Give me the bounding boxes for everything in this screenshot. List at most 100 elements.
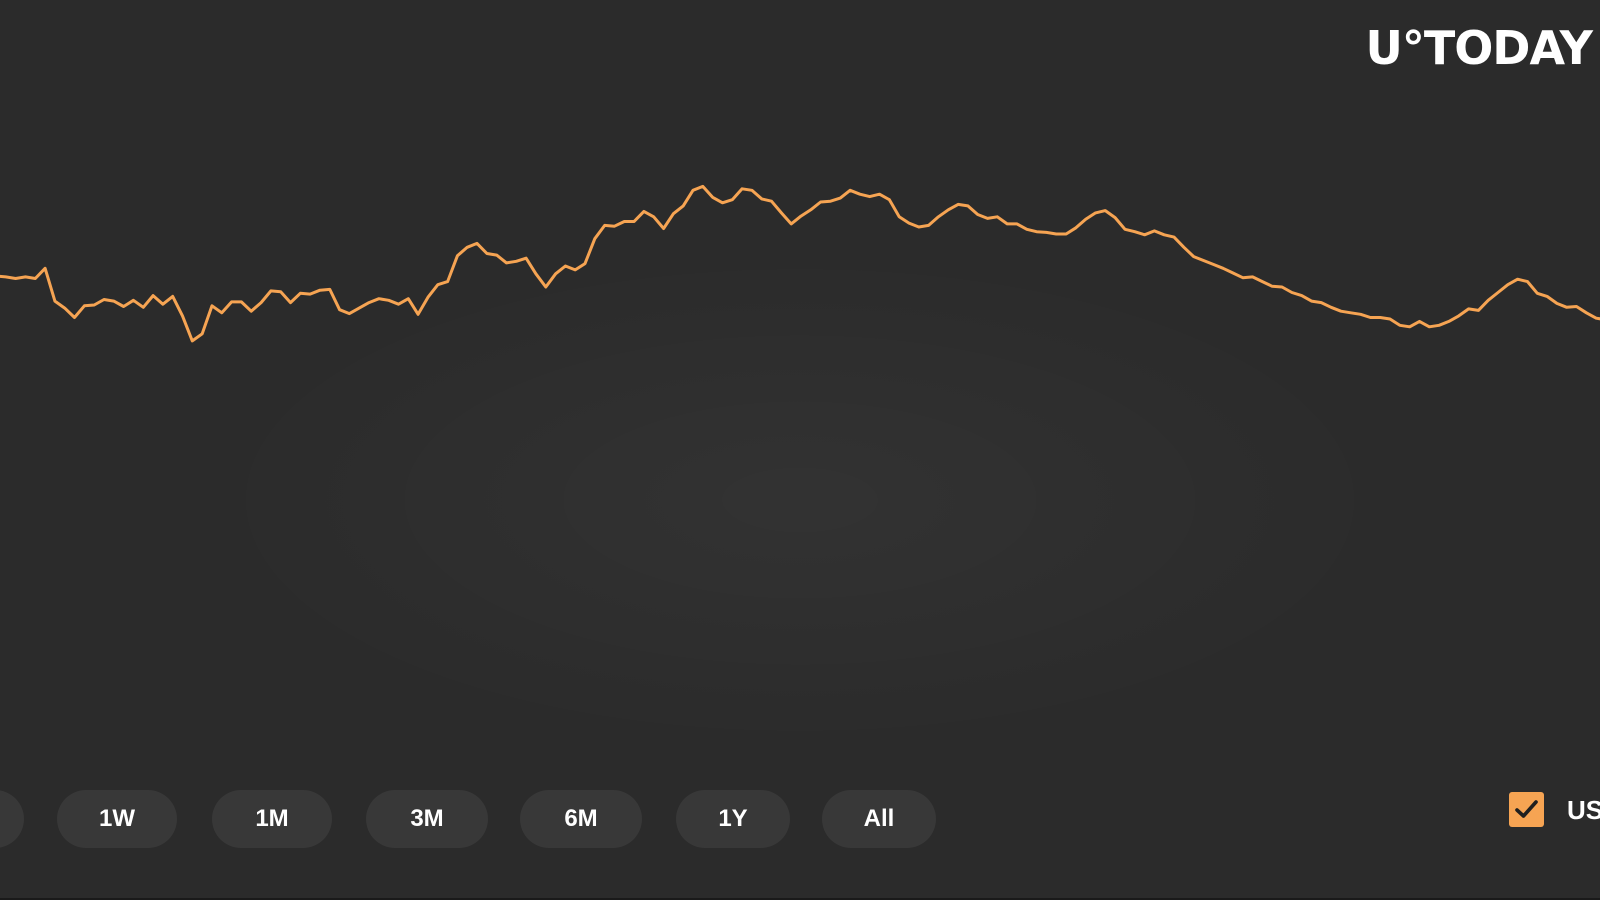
price-point bbox=[162, 303, 164, 306]
usd-label: US bbox=[1567, 795, 1600, 825]
price-point bbox=[810, 209, 812, 211]
price-point bbox=[525, 257, 527, 260]
price-point bbox=[1212, 263, 1215, 266]
time-range-selector: 1W 1M 3M 6M 1Y All bbox=[0, 790, 1000, 848]
price-point bbox=[535, 273, 537, 275]
price-point bbox=[93, 304, 95, 306]
price-point bbox=[1418, 320, 1421, 323]
range-button-1w[interactable]: 1W bbox=[57, 790, 177, 848]
price-point bbox=[888, 198, 891, 201]
price-point bbox=[898, 216, 900, 218]
price-point bbox=[1045, 231, 1048, 234]
range-button-1m[interactable]: 1M bbox=[212, 790, 332, 848]
price-point bbox=[515, 260, 518, 263]
price-point bbox=[1104, 209, 1107, 212]
price-point bbox=[34, 277, 37, 280]
price-point bbox=[1173, 236, 1175, 238]
price-point bbox=[358, 307, 361, 309]
price-point bbox=[947, 209, 950, 211]
price-point bbox=[702, 185, 704, 188]
price-point bbox=[878, 193, 881, 195]
price-point bbox=[437, 283, 439, 286]
range-button-all[interactable]: All bbox=[822, 790, 936, 848]
price-point bbox=[721, 202, 724, 204]
currency-toggle-usd[interactable]: US bbox=[1509, 792, 1600, 828]
price-point bbox=[1075, 227, 1077, 229]
price-point bbox=[937, 216, 940, 218]
price-point bbox=[839, 197, 842, 199]
price-point bbox=[24, 276, 27, 278]
price-point bbox=[1379, 316, 1381, 319]
price-point bbox=[849, 189, 851, 192]
price-point bbox=[495, 254, 498, 256]
price-chart bbox=[0, 184, 1600, 343]
price-point bbox=[643, 210, 645, 213]
range-button-partial[interactable] bbox=[0, 790, 24, 848]
price-point bbox=[1114, 216, 1116, 219]
price-point bbox=[741, 188, 743, 190]
price-point bbox=[633, 220, 635, 223]
range-button-3m[interactable]: 3M bbox=[366, 790, 488, 848]
price-point bbox=[652, 216, 655, 218]
bottom-divider bbox=[0, 898, 1600, 900]
price-point bbox=[446, 280, 449, 283]
price-point bbox=[181, 315, 184, 317]
price-point bbox=[957, 203, 959, 206]
price-point bbox=[309, 293, 311, 295]
price-point bbox=[73, 316, 76, 319]
price-point bbox=[1271, 285, 1273, 288]
price-point bbox=[1438, 324, 1440, 327]
price-point bbox=[230, 301, 233, 303]
price-point bbox=[338, 308, 341, 311]
range-button-1y[interactable]: 1Y bbox=[676, 790, 790, 848]
price-point bbox=[574, 269, 576, 271]
price-point bbox=[1291, 291, 1293, 294]
price-point bbox=[329, 288, 331, 291]
price-point bbox=[662, 227, 665, 230]
price-point bbox=[279, 290, 282, 293]
price-point bbox=[1467, 308, 1470, 310]
price-point bbox=[14, 277, 17, 280]
price-point bbox=[1232, 272, 1234, 274]
price-point bbox=[1183, 246, 1185, 249]
price-point bbox=[1526, 280, 1529, 283]
price-point bbox=[319, 289, 321, 292]
price-point bbox=[918, 226, 920, 228]
price-point bbox=[751, 189, 753, 192]
price-point bbox=[250, 310, 252, 313]
usd-checkbox[interactable] bbox=[1509, 792, 1544, 827]
price-point bbox=[760, 198, 763, 200]
price-point bbox=[859, 193, 861, 195]
price-point bbox=[613, 225, 616, 227]
price-point bbox=[1487, 299, 1489, 302]
price-point bbox=[5, 276, 7, 278]
price-point bbox=[44, 267, 46, 270]
price-point bbox=[986, 217, 989, 220]
price-point bbox=[83, 305, 86, 307]
price-point bbox=[819, 201, 822, 203]
price-point bbox=[1369, 316, 1372, 319]
price-point bbox=[1565, 306, 1568, 309]
price-point bbox=[623, 220, 626, 223]
price-point bbox=[1585, 312, 1588, 314]
price-point bbox=[770, 200, 773, 202]
price-point bbox=[1153, 230, 1156, 232]
price-point bbox=[63, 307, 66, 309]
price-point bbox=[1163, 234, 1165, 236]
price-point bbox=[348, 312, 351, 315]
price-point bbox=[299, 292, 302, 295]
price-point bbox=[682, 205, 684, 207]
price-point bbox=[1359, 313, 1362, 316]
price-point bbox=[1251, 276, 1254, 278]
range-button-6m[interactable]: 6M bbox=[520, 790, 642, 848]
price-point bbox=[407, 297, 410, 300]
price-point bbox=[1546, 295, 1548, 298]
price-point bbox=[800, 215, 802, 217]
price-point bbox=[1281, 286, 1283, 288]
price-point bbox=[1006, 223, 1008, 225]
price-point bbox=[1094, 212, 1097, 214]
price-point bbox=[1134, 230, 1136, 233]
price-point bbox=[564, 265, 567, 267]
price-point bbox=[397, 303, 400, 306]
price-point bbox=[456, 255, 459, 257]
